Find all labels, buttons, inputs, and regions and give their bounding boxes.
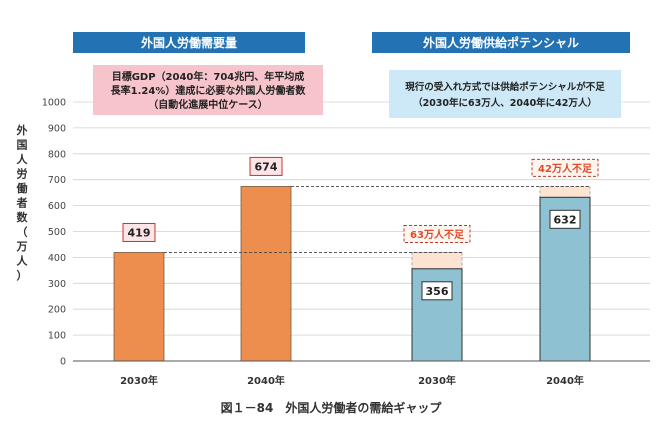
supply-header-box xyxy=(372,32,630,53)
y-axis-label-char: 外 xyxy=(16,123,28,137)
y-axis-label: 外国人労働者数（万人） xyxy=(16,123,29,282)
shortfall-label-box xyxy=(531,158,599,177)
y-tick-label: 800 xyxy=(48,149,66,160)
y-tick-labels: 0 100 200 300 400 500 600 700 800 900 1000 xyxy=(42,98,66,368)
y-tick-label: 600 xyxy=(48,201,66,212)
supply-value-box xyxy=(549,209,581,229)
y-tick-label: 500 xyxy=(48,227,66,238)
supply-note-line-2: （2030年に63万人、2040年に42万人） xyxy=(413,97,597,109)
y-axis-label-char: 労 xyxy=(17,167,28,181)
y-tick-label: 100 xyxy=(48,331,66,342)
x-category-label: 2030年 xyxy=(418,374,456,387)
shortfall-segment xyxy=(411,252,463,270)
x-category-label: 2040年 xyxy=(546,374,584,387)
y-axis-label-char: 者 xyxy=(16,196,28,210)
shortfall-label: 42万人不足 xyxy=(538,162,593,175)
demand-bar xyxy=(113,252,165,362)
demand-header-box xyxy=(73,32,305,53)
supply-value-label: 356 xyxy=(426,285,449,298)
y-tick-label: 900 xyxy=(48,123,66,134)
demand-value-box xyxy=(249,156,283,176)
shortfall-segment xyxy=(539,186,591,198)
x-category-label: 2030年 xyxy=(120,374,158,387)
supply-note-line-1: 現行の受入れ方式では供給ポテンシャルが不足 xyxy=(405,81,605,93)
y-tick-label: 300 xyxy=(48,279,66,290)
y-axis-label-char: （ xyxy=(17,226,28,239)
demand-bar xyxy=(240,186,292,362)
y-tick-label: 200 xyxy=(48,305,66,316)
figure-caption: 図１－84 外国人労働者の需給ギャップ xyxy=(221,400,443,415)
demand-value-label: 419 xyxy=(128,226,151,239)
bars xyxy=(113,186,591,362)
y-tick-label: 400 xyxy=(48,253,66,264)
y-axis-label-char: 働 xyxy=(16,181,28,195)
demand-header: 外国人労働需要量 xyxy=(141,35,237,50)
supply-value-label: 632 xyxy=(554,213,577,226)
demand-value-label: 674 xyxy=(255,160,278,173)
supply-note-box xyxy=(389,70,621,118)
y-axis-label-char: 人 xyxy=(17,254,29,268)
y-axis-label-char: 人 xyxy=(17,152,29,166)
bar-labels: 419 2030年 674 2040年 356 63万人不足 2030年 632 42万人不足 2… xyxy=(120,156,599,387)
y-axis-label-char: ） xyxy=(17,269,28,282)
x-category-label: 2040年 xyxy=(247,374,285,387)
y-axis-label-char: 数 xyxy=(17,210,29,224)
demand-value-box xyxy=(122,222,156,242)
demand-note-box xyxy=(93,65,323,115)
shortfall-label: 63万人不足 xyxy=(410,228,465,241)
supply-header: 外国人労働供給ポテンシャル xyxy=(423,35,579,50)
y-axis-label-char: 万 xyxy=(16,240,28,253)
demand-note-line-3: （自動化進展中位ケース） xyxy=(148,98,268,111)
y-tick-label: 1000 xyxy=(42,98,66,109)
y-axis-label-char: 国 xyxy=(17,139,28,152)
supply-value-box xyxy=(421,281,453,301)
shortfall-label-box xyxy=(403,224,471,243)
demand-note-line-1: 目標GDP（2040年：704兆円、年平均成 xyxy=(112,70,305,83)
y-tick-label: 700 xyxy=(48,175,66,186)
demand-note-line-2: 長率1.24%）達成に必要な外国人労働者数 xyxy=(111,84,307,97)
y-tick-label: 0 xyxy=(60,357,66,368)
